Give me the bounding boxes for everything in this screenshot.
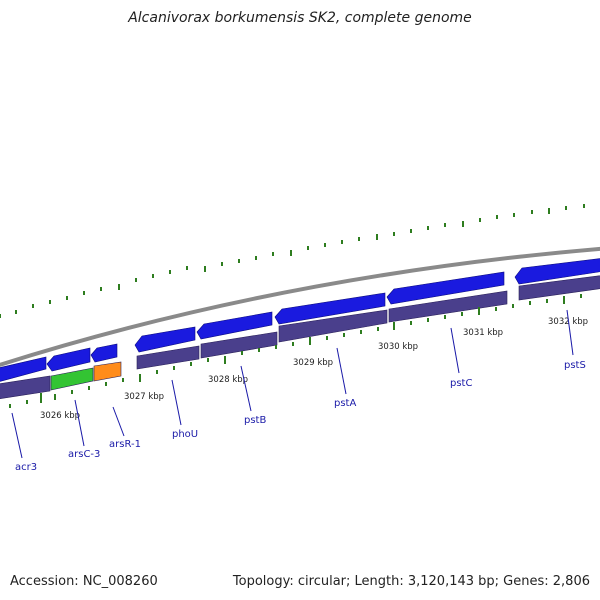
feature-track	[0, 275, 600, 399]
outer-tick-ring	[0, 204, 585, 318]
scale-label: 3028 kbp	[208, 375, 248, 385]
feature-bar	[278, 309, 388, 343]
cds-arrow	[274, 292, 386, 325]
cds-arrow	[196, 311, 273, 340]
scale-label: 3031 kbp	[463, 328, 503, 338]
scale-label: 3032 kbp	[548, 317, 588, 327]
genome-stats-text: Topology: circular; Length: 3,120,143 bp…	[232, 574, 590, 589]
accession-text: Accession: NC_008260	[10, 574, 158, 589]
feature-bar	[0, 375, 51, 399]
feature-bar-arsR	[93, 361, 122, 382]
feature-bar	[518, 275, 600, 301]
backbone	[0, 246, 600, 367]
gene-label-pstA: pstA	[334, 398, 356, 409]
map-title: Alcanivorax borkumensis SK2, complete ge…	[128, 10, 472, 26]
scale-labels: 3026 kbp 3027 kbp 3028 kbp 3029 kbp 3030…	[40, 317, 588, 421]
cds-arrow	[514, 258, 600, 285]
cds-arrow	[134, 326, 196, 353]
cds-track	[0, 258, 600, 382]
cds-arrow	[46, 347, 91, 372]
scale-label: 3026 kbp	[40, 411, 80, 421]
gene-label-phoU: phoU	[172, 429, 198, 440]
cds-arrow	[386, 271, 505, 305]
gene-label-acr3: acr3	[15, 462, 37, 473]
scale-label: 3027 kbp	[124, 392, 164, 402]
gene-labels: acr3 arsC-3 arsR-1 phoU pstB pstA pstC p…	[15, 360, 586, 473]
cds-arrow	[90, 343, 118, 363]
gene-label-arsR-1: arsR-1	[109, 439, 141, 450]
cds-arrow	[0, 356, 47, 382]
scale-label: 3029 kbp	[293, 358, 333, 368]
scale-label: 3030 kbp	[378, 342, 418, 352]
feature-bar	[136, 345, 200, 370]
gene-label-pstB: pstB	[244, 415, 266, 426]
feature-bar-arsC	[50, 367, 94, 391]
inner-tick-ring	[9, 294, 582, 408]
gene-label-pstS: pstS	[564, 360, 586, 371]
gene-leader-lines	[11, 309, 574, 459]
gene-label-pstC: pstC	[450, 378, 472, 389]
gene-label-arsC-3: arsC-3	[68, 449, 100, 460]
feature-bar	[388, 290, 508, 323]
